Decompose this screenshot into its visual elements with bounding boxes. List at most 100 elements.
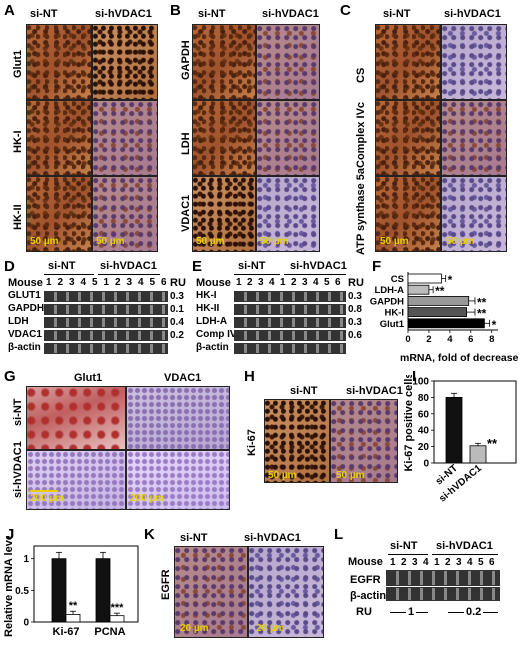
i-ytick-label-4: 80: [418, 393, 430, 404]
g-image-glut1-nt: [26, 386, 126, 450]
l-blot-egfr: [386, 570, 500, 586]
e-mouse-label: Mouse: [196, 277, 231, 289]
c-row-complex-ivc: Complex IVc: [355, 101, 367, 168]
j-chart: 0 0.5 1 ** Ki-67 *** PCNA Relative mRNA level: [4, 536, 139, 638]
panel-label-j: J: [6, 526, 15, 543]
f-cat-label-0: CS: [391, 274, 404, 285]
d-blots-band-1: [44, 304, 168, 315]
l-lanes-lane-2: 3: [412, 557, 418, 568]
h-col-si-hvdac1: si-hVDAC1: [346, 385, 403, 397]
l-lanes-lane-1: 2: [401, 557, 407, 568]
e-lanes-lane-9: 6: [335, 277, 341, 288]
d-lanes-lane-2: 3: [69, 277, 75, 288]
d-lanes-lane-10: 6: [161, 277, 167, 288]
g-col-vdac1: VDAC1: [164, 372, 202, 384]
d-lanes-lane-1: 2: [57, 277, 64, 288]
f-xtick-label-0: 0: [405, 334, 410, 345]
l-lanes-lane-5: 2: [445, 557, 451, 568]
d-mouse-label: Mouse: [8, 277, 43, 289]
e-lanes-lane-7: 4: [313, 277, 319, 288]
d-blots-ru-0: 0.3: [170, 291, 184, 302]
panel-label-c: C: [340, 2, 351, 19]
l-mouse-label: Mouse: [348, 556, 383, 568]
e-blots-ru-1: 0.8: [348, 304, 362, 315]
i-bar-0: [445, 396, 463, 464]
g-scale-text-1: 200 µm: [30, 493, 65, 504]
f-xlabel: mRNA, fold of decrease: [400, 352, 519, 364]
panel-label-f: F: [372, 258, 382, 275]
i-ytick-label-2: 40: [418, 426, 430, 437]
j-ytick-label-2: 1: [23, 554, 29, 565]
i-ytick-label-3: 60: [418, 409, 430, 420]
l-lanes-lane-6: 3: [456, 557, 462, 568]
e-group1-line: [234, 274, 280, 275]
j-ylabel: Relative mRNA level: [4, 536, 15, 637]
c-row-atp-synthase: ATP synthase 5a: [355, 167, 367, 255]
f-sig-2: **: [477, 295, 487, 309]
f-xtick-label-1: 2: [426, 334, 431, 345]
a-image-glut1-nt: [26, 24, 92, 100]
i-ytick-label-1: 20: [418, 442, 430, 453]
e-blots-protein-1: HK-II: [196, 303, 220, 314]
f-sig-0: *: [448, 273, 453, 287]
j-bar-0-0: [51, 558, 67, 623]
c-row-cs: CS: [355, 67, 367, 83]
h-image-kd: [330, 399, 398, 483]
a-image-hki-nt: [26, 100, 92, 176]
g-scale-bar: [30, 490, 58, 492]
k-col-si-nt: si-NT: [180, 532, 208, 544]
c-image-atp-kd: [441, 176, 507, 252]
i-ylabel: Ki-67 positive cells: [404, 375, 415, 472]
c-image-civ-nt: [375, 100, 441, 176]
l-lanes-lane-8: 5: [478, 557, 484, 568]
f-xtick-label-4: 8: [489, 334, 494, 345]
a-scale-text-2: 50 µm: [96, 236, 125, 247]
a-scale-text-1: 50 µm: [30, 236, 59, 247]
f-bar-2: [407, 295, 470, 306]
d-group1-line: [44, 274, 94, 275]
e-blots-band-3: [234, 330, 346, 341]
i-sig-1: **: [487, 436, 498, 451]
e-blots-ru-2: 0.3: [348, 317, 362, 328]
b-col-si-nt: si-NT: [198, 8, 226, 20]
f-cat-label-4: Glut1: [380, 319, 405, 330]
k-scale-text-1: 20 µm: [180, 623, 209, 634]
g-scale-text-2: 200 µm: [130, 493, 165, 504]
a-col-si-nt: si-NT: [30, 8, 58, 20]
c-image-cs-kd: [441, 24, 507, 100]
l-group1-line: [388, 554, 428, 555]
g-row-si-nt: si-NT: [12, 398, 24, 427]
b-scale-text-1: 50 µm: [196, 236, 225, 247]
f-sig-1: **: [435, 284, 445, 298]
c-scale-text-2: 50 µm: [446, 236, 475, 247]
i-ytick-label-5: 100: [412, 377, 429, 388]
d-blots-protein-3: VDAC1: [8, 329, 42, 340]
l-protein-actin: β-actin: [350, 590, 387, 602]
b-row-gapdh: GAPDH: [180, 40, 192, 80]
f-cat-label-2: GAPDH: [370, 296, 404, 307]
l-lanes-lane-7: 4: [467, 557, 473, 568]
j-bar-1-0: [95, 558, 111, 623]
l-ru-value-2: 0.2: [464, 606, 484, 618]
e-lanes-lane-0: 1: [236, 277, 242, 288]
panel-label-h: H: [244, 368, 255, 385]
f-sig-3: **: [477, 307, 487, 321]
c-col-si-nt: si-NT: [383, 8, 411, 20]
i-bar-1: [469, 445, 487, 464]
d-blots-protein-4: β-actin: [8, 342, 41, 353]
h-image-nt: [264, 399, 330, 483]
a-image-hkii-nt: [26, 176, 92, 252]
b-image-vdac1-kd: [256, 176, 320, 252]
b-image-ldh-kd: [256, 100, 320, 176]
k-image-nt: [174, 546, 248, 638]
e-ru-header: RU: [348, 277, 364, 289]
d-group2-line: [98, 274, 160, 275]
d-group-si-nt: si-NT: [48, 260, 76, 272]
l-lanes-lane-3: 4: [423, 557, 429, 568]
l-protein-egfr: EGFR: [350, 574, 381, 586]
h-scale-text-1: 50 µm: [268, 470, 297, 481]
b-scale-text-2: 50 µm: [260, 236, 289, 247]
panel-label-e: E: [192, 258, 203, 275]
d-ru-header: RU: [170, 277, 186, 289]
c-col-si-hvdac1: si-hVDAC1: [444, 8, 501, 20]
